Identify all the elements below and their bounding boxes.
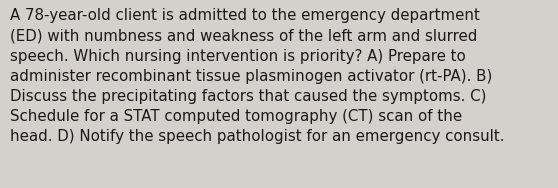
Text: A 78-year-old client is admitted to the emergency department
(ED) with numbness : A 78-year-old client is admitted to the … <box>10 8 504 144</box>
